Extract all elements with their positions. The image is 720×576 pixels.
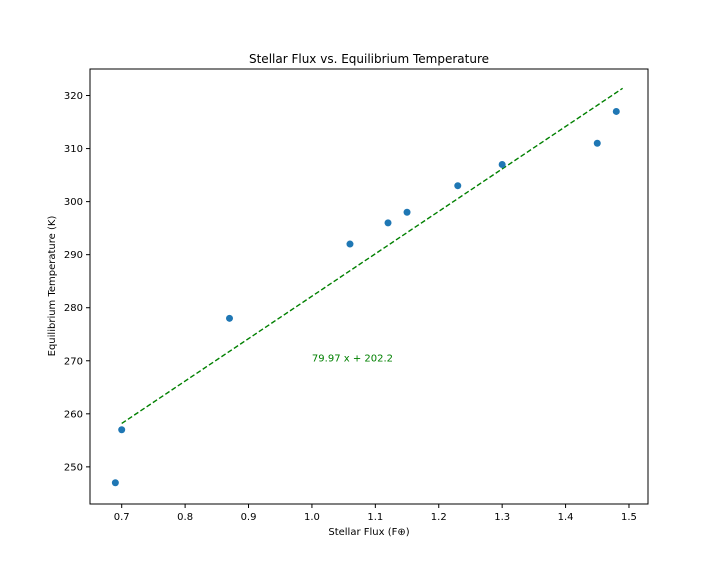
y-tick-label: 310 bbox=[64, 144, 83, 155]
x-tick-label: 1.3 bbox=[494, 512, 510, 523]
data-point bbox=[593, 139, 601, 147]
x-tick-label: 1.1 bbox=[367, 512, 383, 523]
data-point bbox=[111, 479, 119, 487]
y-tick-label: 320 bbox=[64, 91, 83, 102]
data-point bbox=[226, 314, 233, 322]
y-tick-label: 290 bbox=[64, 250, 83, 261]
data-point bbox=[384, 219, 392, 227]
x-tick-label: 1.5 bbox=[621, 512, 637, 523]
chart-title: Stellar Flux vs. Equilibrium Temperature bbox=[249, 52, 489, 66]
y-tick-label: 250 bbox=[64, 462, 83, 473]
data-point bbox=[403, 208, 411, 216]
data-point bbox=[346, 240, 354, 248]
x-tick-label: 1.0 bbox=[304, 512, 320, 523]
x-tick-label: 0.9 bbox=[241, 512, 257, 523]
fit-line-layer bbox=[121, 87, 624, 425]
plot-frame bbox=[89, 68, 649, 505]
fit-line bbox=[121, 87, 624, 425]
y-tick-label: 260 bbox=[64, 409, 83, 420]
y-axis: 250 260 270 280 290 300 310 320 bbox=[64, 91, 90, 473]
data-point bbox=[454, 182, 462, 190]
x-tick-label: 0.7 bbox=[114, 512, 130, 523]
x-tick-label: 1.4 bbox=[558, 512, 574, 523]
x-axis: 0.7 0.8 0.9 1.0 1.1 1.2 1.3 1.4 1.5 bbox=[114, 504, 637, 523]
data-point bbox=[612, 107, 620, 115]
x-tick-label: 0.8 bbox=[177, 512, 193, 523]
plot-area bbox=[89, 68, 649, 505]
scatter-points bbox=[111, 107, 620, 487]
y-tick-label: 270 bbox=[64, 356, 83, 367]
fit-equation-annotation: 79.97 x + 202.2 bbox=[312, 354, 393, 365]
y-tick-label: 300 bbox=[64, 197, 83, 208]
y-tick-label: 280 bbox=[64, 303, 83, 314]
x-tick-label: 1.2 bbox=[431, 512, 447, 523]
data-point bbox=[498, 160, 506, 168]
y-axis-label: Equilibrium Temperature (K) bbox=[47, 216, 58, 357]
x-axis-label: Stellar Flux (F⊕) bbox=[328, 527, 409, 538]
data-point bbox=[118, 426, 126, 434]
